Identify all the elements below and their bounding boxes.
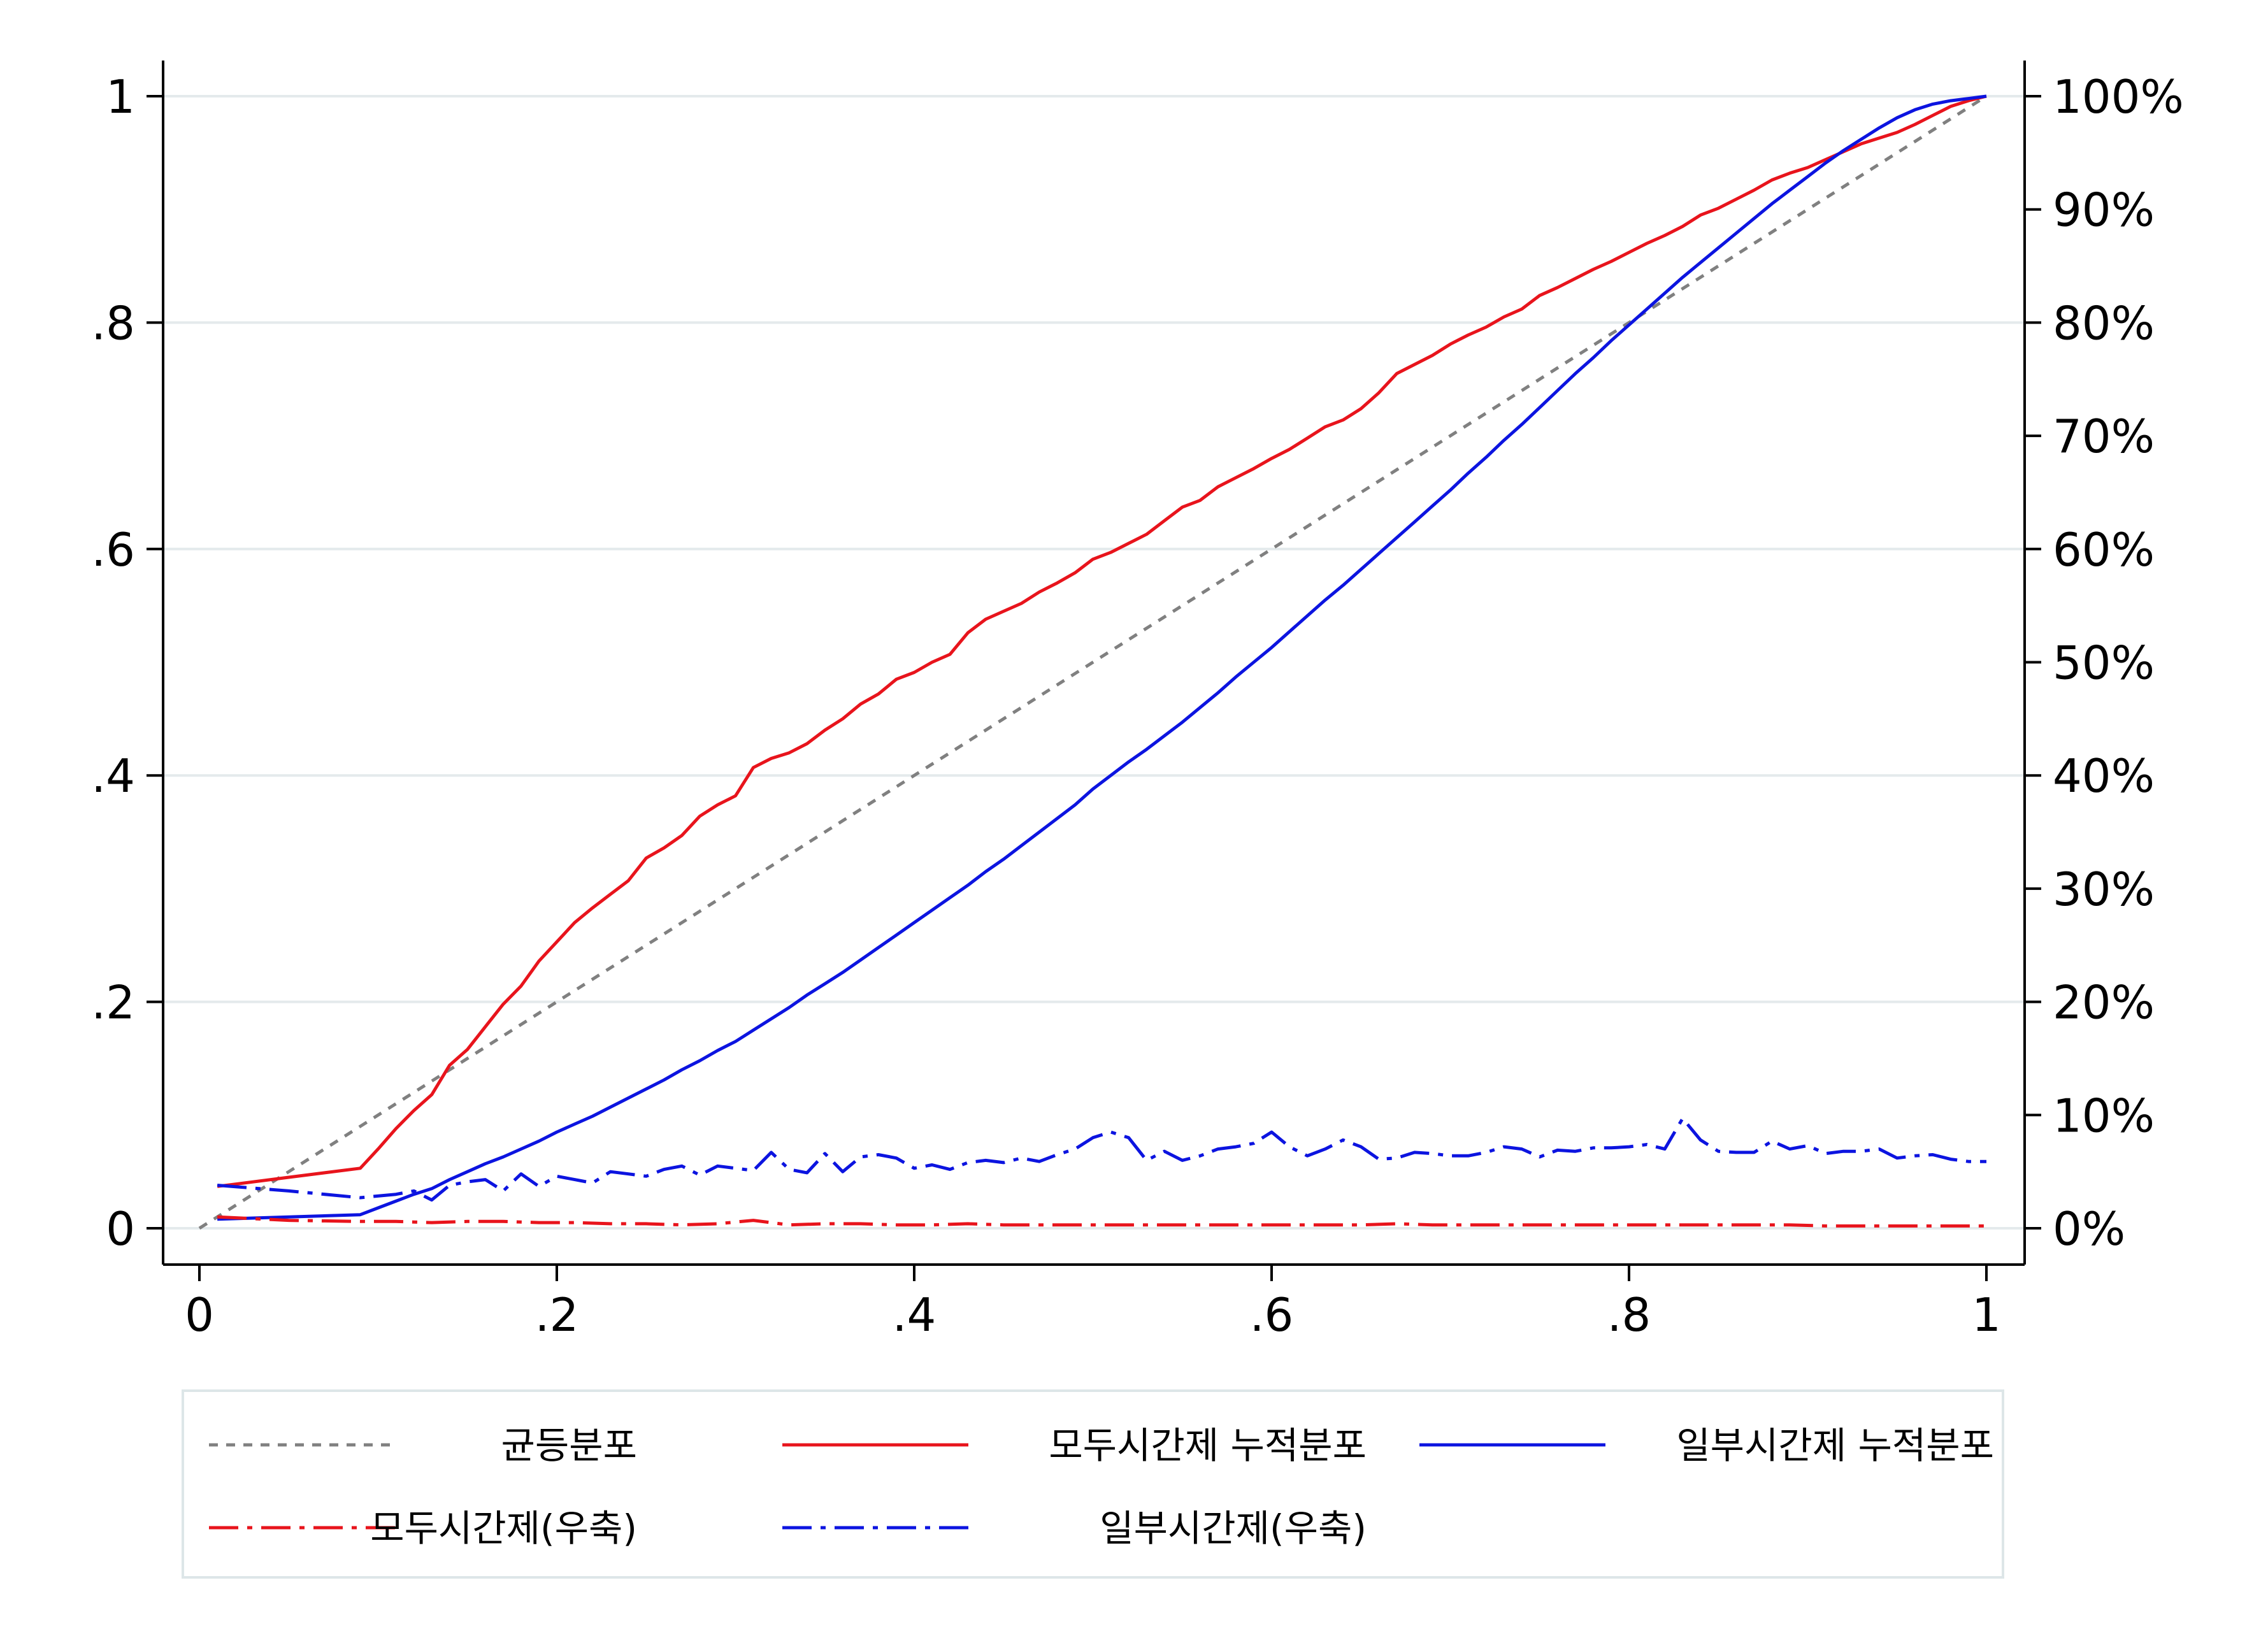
x-tick-label: .4: [893, 1288, 937, 1342]
legend-label: 모두시간제 누적분포: [1049, 1424, 1367, 1467]
y2-tick-label: 80%: [2053, 296, 2155, 350]
legend-label: 일부시간제 누적분포: [1676, 1424, 1994, 1467]
y-tick-label: .2: [91, 976, 135, 1029]
x-tick-label: .6: [1250, 1288, 1294, 1342]
x-tick-label: .2: [535, 1288, 579, 1342]
x-tick-label: .8: [1607, 1288, 1651, 1342]
y2-tick-label: 0%: [2053, 1202, 2125, 1256]
y2-tick-label: 40%: [2053, 749, 2155, 803]
series-line-4: [217, 1117, 1986, 1202]
x-tick-label: 1: [1972, 1288, 2001, 1342]
y2-tick-label: 90%: [2053, 183, 2155, 237]
series-line-1: [217, 94, 1987, 1188]
series-line-2: [217, 94, 1987, 1221]
y2-tick-label: 60%: [2053, 523, 2155, 577]
x-tick-label: 0: [185, 1288, 214, 1342]
series-line-0: [198, 94, 1988, 1230]
y-tick-label: 0: [106, 1202, 135, 1256]
gridlines: [163, 95, 2025, 1230]
series-line-3: [217, 1215, 1986, 1228]
y-tick-label: .8: [91, 296, 135, 350]
y-tick-label: .6: [91, 523, 135, 577]
y2-tick-label: 20%: [2053, 976, 2155, 1029]
y2-tick-label: 10%: [2053, 1089, 2155, 1142]
y2-tick-label: 70%: [2053, 410, 2155, 463]
y2-tick-label: 50%: [2053, 636, 2155, 690]
y-tick-label: 1: [106, 70, 135, 124]
legend-label: 균등분포: [501, 1424, 637, 1467]
y2-tick-label: 30%: [2053, 863, 2155, 916]
legend-box: [182, 1389, 2004, 1579]
legend-label: 모두시간제(우축): [370, 1507, 637, 1550]
legend-label: 일부시간제(우축): [1100, 1507, 1367, 1550]
y-tick-label: .4: [91, 749, 135, 803]
plot-series: [198, 94, 1988, 1230]
y2-tick-label: 100%: [2053, 70, 2184, 124]
axes: 0.2.4.6.810%10%20%30%40%50%60%70%80%90%1…: [91, 61, 2184, 1342]
